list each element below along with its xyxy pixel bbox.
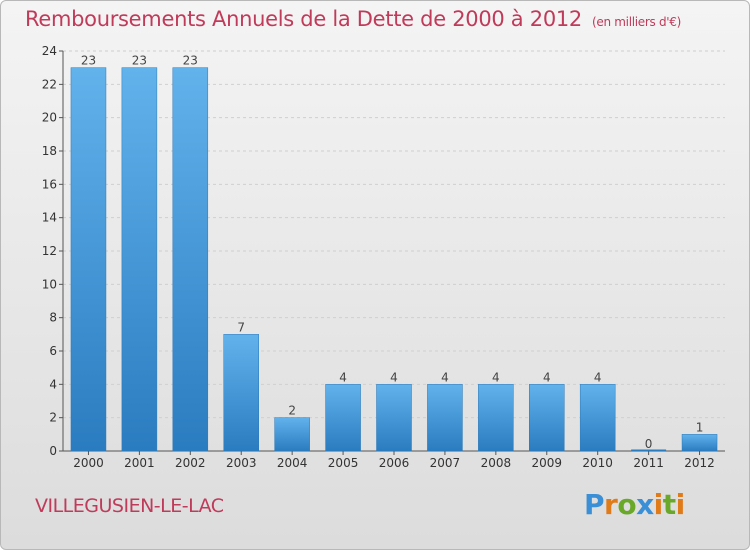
logo-letter: t xyxy=(662,488,676,521)
bar xyxy=(427,384,463,452)
bar xyxy=(223,334,259,452)
logo-letter: x xyxy=(636,488,654,521)
data-label: 23 xyxy=(132,54,147,68)
y-tick-label: 6 xyxy=(49,344,57,358)
y-tick-label: 10 xyxy=(42,277,57,291)
y-tick-label: 18 xyxy=(42,144,57,158)
logo-letter: i xyxy=(653,488,664,521)
x-tick-label: 2005 xyxy=(328,456,359,470)
logo-letter: i xyxy=(675,488,686,521)
data-label: 0 xyxy=(645,437,653,451)
x-tick-label: 2004 xyxy=(277,456,308,470)
logo-letter: o xyxy=(617,488,637,521)
x-tick-label: 2007 xyxy=(430,456,461,470)
bar xyxy=(70,67,107,452)
place-name: VILLEGUSIEN-LE-LAC xyxy=(35,495,224,517)
x-tick-label: 2002 xyxy=(175,456,206,470)
data-label: 7 xyxy=(237,320,245,334)
bar xyxy=(325,384,361,452)
x-tick-label: 2000 xyxy=(73,456,104,470)
data-label: 23 xyxy=(183,54,198,68)
chart-subtitle: (en milliers d'€) xyxy=(592,15,682,29)
x-tick-label: 2001 xyxy=(124,456,155,470)
x-tick-label: 2012 xyxy=(684,456,715,470)
chart-title: Remboursements Annuels de la Dette de 20… xyxy=(25,7,681,31)
data-label: 4 xyxy=(543,370,551,384)
data-label: 4 xyxy=(441,370,449,384)
x-tick-label: 2003 xyxy=(226,456,257,470)
proxiti-logo: Proxiti xyxy=(584,488,685,521)
bar xyxy=(274,417,310,452)
x-tick-label: 2009 xyxy=(531,456,562,470)
logo-letter: r xyxy=(604,488,618,521)
bar xyxy=(478,384,514,452)
x-tick-label: 2008 xyxy=(481,456,512,470)
y-tick-label: 4 xyxy=(49,377,57,391)
chart-title-text: Remboursements Annuels de la Dette de 20… xyxy=(25,7,582,31)
logo-letter: P xyxy=(584,488,605,521)
y-tick-label: 20 xyxy=(42,111,57,125)
data-label: 1 xyxy=(696,420,704,434)
data-label: 4 xyxy=(390,370,398,384)
x-tick-label: 2010 xyxy=(582,456,613,470)
bar xyxy=(172,67,209,452)
data-label: 23 xyxy=(81,54,96,68)
bar xyxy=(121,67,158,452)
data-label: 4 xyxy=(492,370,500,384)
y-tick-label: 8 xyxy=(49,311,57,325)
y-tick-label: 12 xyxy=(42,244,57,258)
data-label: 4 xyxy=(594,370,602,384)
bar xyxy=(631,449,667,451)
x-tick-label: 2011 xyxy=(633,456,664,470)
y-tick-label: 16 xyxy=(42,177,57,191)
bar xyxy=(579,384,616,452)
data-label: 2 xyxy=(288,404,296,418)
bar xyxy=(376,384,412,452)
bar xyxy=(681,434,718,452)
y-tick-label: 0 xyxy=(49,444,57,458)
y-tick-label: 24 xyxy=(42,44,57,58)
x-tick-label: 2006 xyxy=(379,456,410,470)
y-tick-label: 22 xyxy=(42,77,57,91)
y-tick-label: 14 xyxy=(42,211,57,225)
bar xyxy=(529,384,565,452)
data-label: 4 xyxy=(339,370,347,384)
y-tick-label: 2 xyxy=(49,411,57,425)
